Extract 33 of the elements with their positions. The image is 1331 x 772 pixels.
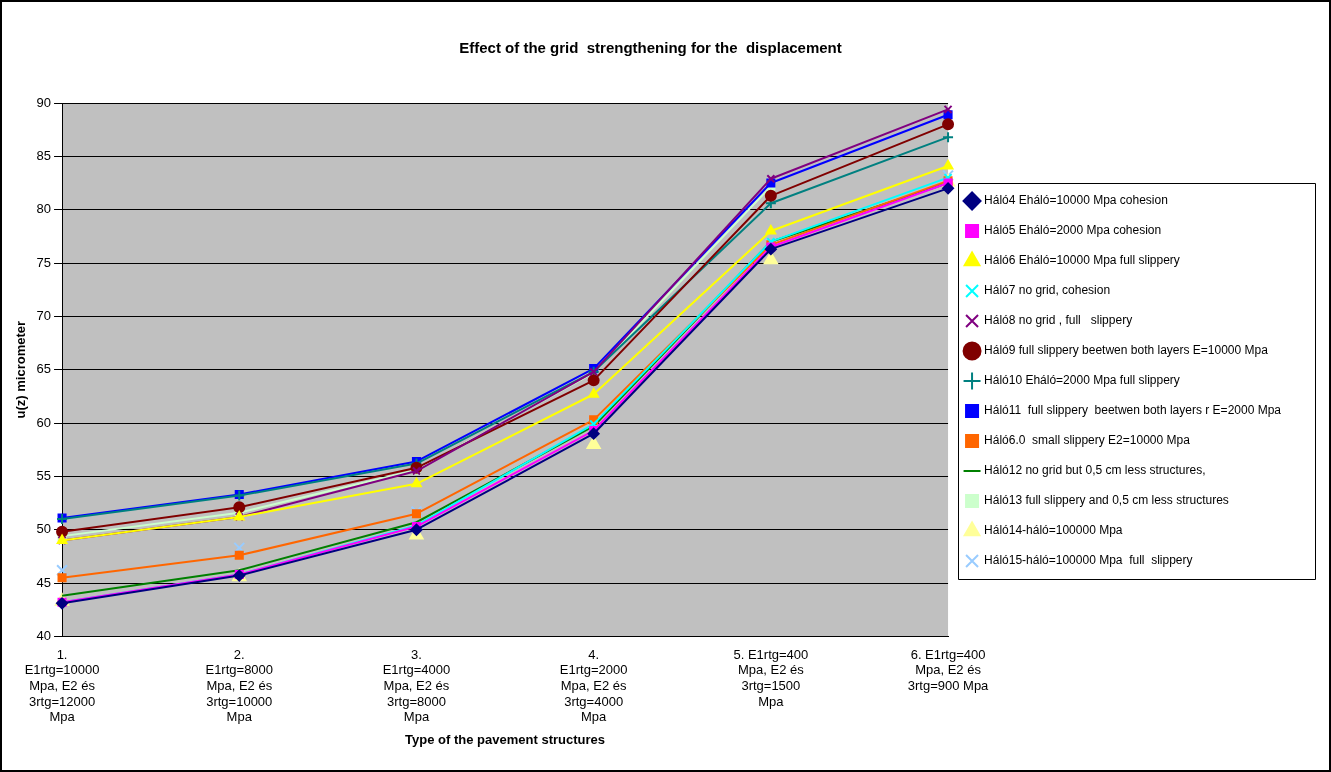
- x-tick-label: 2. E1rtg=8000 Mpa, E2 és 3rtg=10000 Mpa: [205, 646, 274, 725]
- y-tick-label: 65: [36, 361, 52, 377]
- y-tick-label: 50: [36, 521, 52, 537]
- legend-label: Háló4 Eháló=10000 Mpa cohesion: [984, 193, 1168, 208]
- legend-label: Háló6 Eháló=10000 Mpa full slippery: [984, 253, 1180, 268]
- y-tick-label: 75: [36, 254, 52, 270]
- legend-label: Háló8 no grid , full slippery: [984, 313, 1133, 328]
- legend-label: Háló13 full slippery and 0,5 cm less structures: [984, 493, 1229, 508]
- legend-label: Háló10 Eháló=2000 Mpa full slippery: [984, 373, 1180, 388]
- x-tick-label: 1. E1rtg=10000 Mpa, E2 és 3rtg=12000 Mpa: [24, 646, 100, 725]
- y-tick-label: 70: [36, 307, 52, 323]
- y-tick-label: 40: [36, 627, 52, 643]
- legend-label: Háló6.0 small slippery E2=10000 Mpa: [984, 433, 1191, 448]
- legend-label: Háló12 no grid but 0,5 cm less structures,: [984, 463, 1206, 478]
- chart-title: Effect of the grid strengthening for the displacement: [459, 39, 842, 57]
- x-axis-title: Type of the pavement structures: [405, 731, 605, 747]
- y-tick-label: 45: [36, 574, 52, 590]
- x-tick-label: 4. E1rtg=2000 Mpa, E2 és 3rtg=4000 Mpa: [559, 646, 628, 725]
- legend-label: Háló5 Eháló=2000 Mpa cohesion: [984, 223, 1162, 238]
- y-tick-label: 80: [36, 201, 52, 217]
- y-tick-label: 55: [36, 467, 52, 483]
- legend-label: Háló7 no grid, cohesion: [984, 283, 1111, 298]
- x-tick-label: 6. E1rtg=400 Mpa, E2 és 3rtg=900 Mpa: [907, 646, 990, 693]
- x-tick-label: 3. E1rtg=4000 Mpa, E2 és 3rtg=8000 Mpa: [382, 646, 451, 725]
- legend-label: Háló9 full slippery beetwen both layers E=10000 Mpa: [984, 343, 1269, 358]
- y-axis-title: u(z) micrometer: [13, 320, 29, 419]
- y-tick-label: 85: [36, 147, 52, 163]
- legend-label: Háló11 full slippery beetwen both layers r E=2000 Mpa: [984, 403, 1282, 418]
- legend-label: Háló15-háló=100000 Mpa full slippery: [984, 553, 1193, 568]
- x-tick-label: 5. E1rtg=400 Mpa, E2 és 3rtg=1500 Mpa: [733, 646, 809, 709]
- y-tick-label: 60: [36, 414, 52, 430]
- y-tick-label: 90: [36, 94, 52, 110]
- legend-label: Háló14-háló=100000 Mpa: [984, 523, 1123, 538]
